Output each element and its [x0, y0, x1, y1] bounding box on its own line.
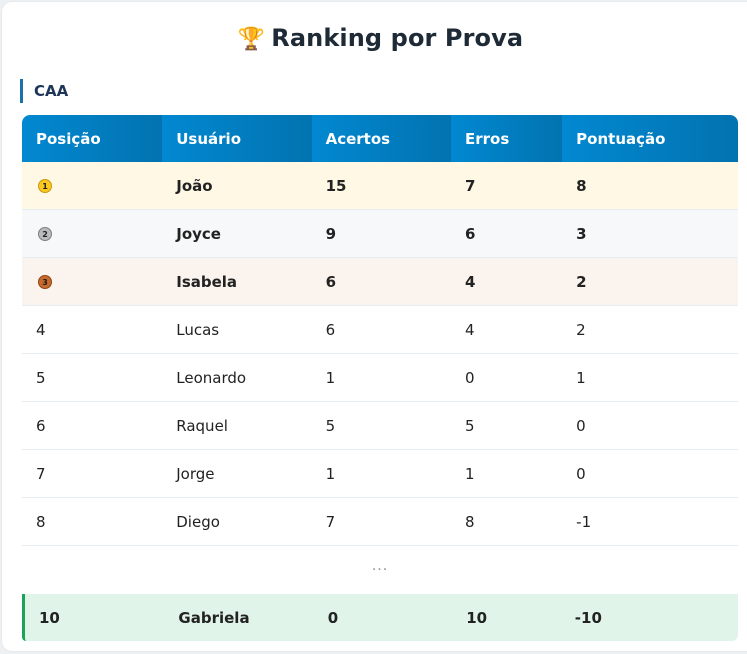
- user-cell: Lucas: [162, 306, 312, 354]
- user-cell: Gabriela: [178, 608, 250, 627]
- errors-cell: 7: [451, 162, 563, 210]
- column-header-hits: Acertos: [311, 115, 451, 162]
- column-header-user: Usuário: [162, 115, 312, 162]
- score-cell: 3: [562, 210, 738, 258]
- table-row: 4 Lucas 6 4 2: [22, 306, 738, 354]
- position-cell: 8: [22, 498, 163, 546]
- hits-cell: 15: [311, 162, 451, 210]
- table-row: 2 Joyce 9 6 3: [22, 210, 738, 258]
- table-row: 3 Isabela 6 4 2: [22, 258, 738, 306]
- score-cell: 2: [562, 306, 738, 354]
- errors-cell: 4: [451, 258, 563, 306]
- table-row: 8 Diego 7 8 -1: [22, 498, 738, 546]
- errors-cell: 5: [451, 402, 563, 450]
- position-cell: 5: [22, 354, 163, 402]
- errors-cell: 8: [451, 498, 563, 546]
- silver-medal-icon: 2: [38, 227, 52, 241]
- score-cell: 1: [562, 354, 738, 402]
- current-user-row: 10 Gabriela 0 10 -10: [22, 594, 738, 641]
- ranking-table: Posição Usuário Acertos Erros Pontuação …: [22, 115, 738, 546]
- position-cell: 1: [22, 162, 163, 210]
- gold-medal-icon: 1: [38, 179, 52, 193]
- user-cell: Leonardo: [162, 354, 312, 402]
- errors-cell: 6: [451, 210, 563, 258]
- column-header-errors: Erros: [451, 115, 563, 162]
- errors-cell: 10: [466, 608, 488, 627]
- bronze-medal-icon: 3: [38, 275, 52, 289]
- position-cell: 10: [39, 608, 60, 627]
- score-cell: 0: [562, 402, 738, 450]
- user-cell: Jorge: [162, 450, 312, 498]
- user-cell: Raquel: [162, 402, 312, 450]
- table-row: 6 Raquel 5 5 0: [22, 402, 738, 450]
- errors-cell: 1: [451, 450, 563, 498]
- hits-cell: 5: [311, 402, 451, 450]
- column-header-score: Pontuação: [562, 115, 738, 162]
- position-cell: 3: [22, 258, 163, 306]
- hits-cell: 9: [311, 210, 451, 258]
- hits-cell: 7: [311, 498, 451, 546]
- table-row: 1 João 15 7 8: [22, 162, 738, 210]
- user-cell: Diego: [162, 498, 312, 546]
- hits-cell: 0: [327, 608, 339, 627]
- table-row: 7 Jorge 1 1 0: [22, 450, 738, 498]
- position-cell: 7: [22, 450, 163, 498]
- position-cell: 6: [22, 402, 163, 450]
- score-cell: 8: [562, 162, 738, 210]
- page-title-text: Ranking por Prova: [271, 24, 524, 52]
- column-header-position: Posição: [22, 115, 163, 162]
- hits-cell: 1: [311, 354, 451, 402]
- page-title: 🏆 Ranking por Prova: [2, 24, 747, 52]
- position-cell: 2: [22, 210, 163, 258]
- user-cell: Isabela: [162, 258, 312, 306]
- errors-cell: 0: [451, 354, 563, 402]
- score-cell: -10: [574, 608, 602, 627]
- section-heading: CAA: [20, 79, 68, 103]
- table-row: 5 Leonardo 1 0 1: [22, 354, 738, 402]
- user-cell: Joyce: [162, 210, 312, 258]
- errors-cell: 4: [451, 306, 563, 354]
- trophy-icon: 🏆: [237, 27, 266, 52]
- score-cell: -1: [562, 498, 738, 546]
- score-cell: 0: [562, 450, 738, 498]
- hits-cell: 6: [311, 258, 451, 306]
- score-cell: 2: [562, 258, 738, 306]
- hits-cell: 6: [311, 306, 451, 354]
- table-header-row: Posição Usuário Acertos Erros Pontuação: [22, 115, 738, 162]
- hits-cell: 1: [311, 450, 451, 498]
- rows-omitted-ellipsis: ...: [371, 558, 389, 574]
- position-cell: 4: [22, 306, 163, 354]
- user-cell: João: [162, 162, 312, 210]
